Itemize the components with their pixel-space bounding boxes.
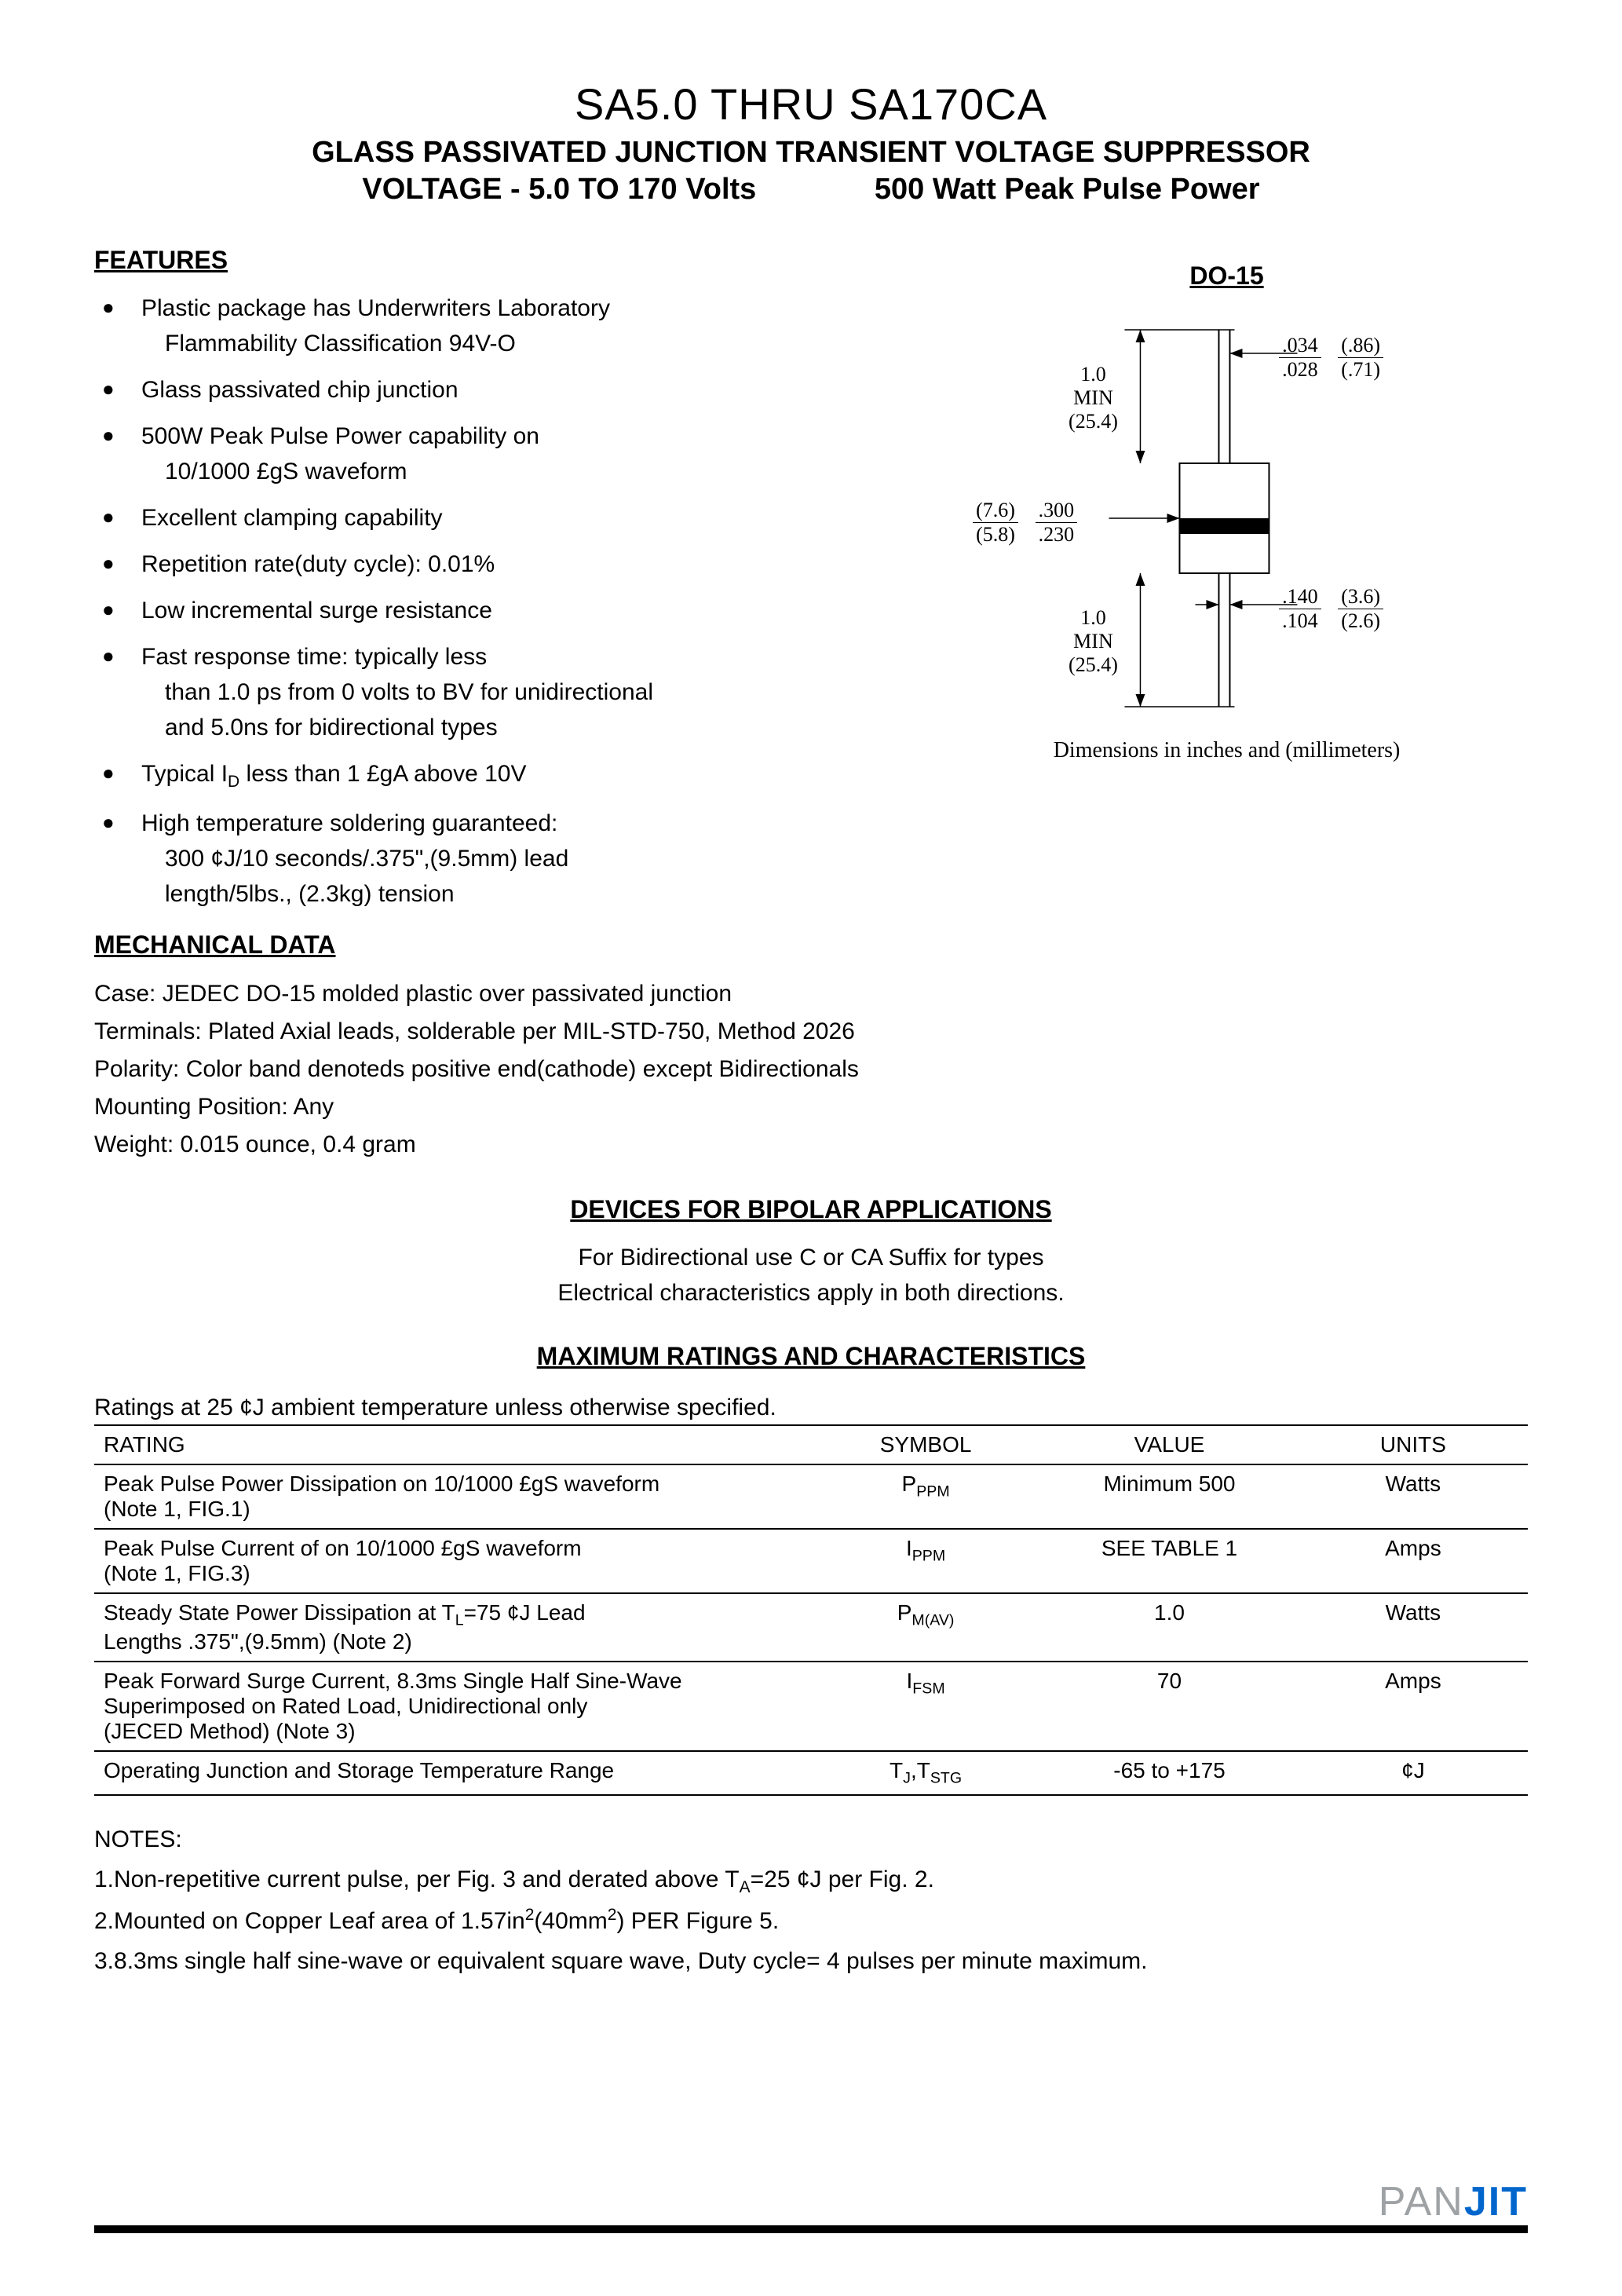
feature-item: Glass passivated chip junction	[94, 372, 902, 408]
dim-top-d1: .028	[1279, 358, 1321, 382]
notes-list: 1.Non-repetitive current pulse, per Fig.…	[94, 1859, 1528, 1982]
col-symbol: SYMBOL	[811, 1425, 1040, 1464]
cell-rating: Operating Junction and Storage Temperatu…	[94, 1751, 811, 1795]
logo-jit: JIT	[1464, 2179, 1528, 2225]
ratings-tbody: Peak Pulse Power Dissipation on 10/1000 …	[94, 1464, 1528, 1795]
note-item: 2.Mounted on Copper Leaf area of 1.57in2…	[94, 1901, 1528, 1941]
ratings-table: RATING SYMBOL VALUE UNITS Peak Pulse Pow…	[94, 1424, 1528, 1796]
cell-value: SEE TABLE 1	[1040, 1529, 1299, 1593]
cell-units: Watts	[1299, 1593, 1528, 1662]
col-rating: RATING	[94, 1425, 811, 1464]
voltage-range: VOLTAGE - 5.0 TO 170 Volts	[362, 173, 756, 207]
footer: PANJIT	[94, 2225, 1528, 2233]
main-title: SA5.0 THRU SA170CA	[94, 79, 1528, 130]
dim-lw-n1: .140	[1279, 585, 1321, 609]
dim-top-d2: (.71)	[1338, 358, 1383, 382]
table-row: Peak Pulse Power Dissipation on 10/1000 …	[94, 1464, 1528, 1529]
bipolar-line1: For Bidirectional use C or CA Suffix for…	[94, 1240, 1528, 1275]
feature-item: Low incremental surge resistance	[94, 593, 902, 628]
dim-bw-d1: (5.8)	[973, 523, 1018, 547]
cell-units: Watts	[1299, 1464, 1528, 1529]
svg-text:1.0: 1.0	[1080, 363, 1106, 386]
subtitle-1: GLASS PASSIVATED JUNCTION TRANSIENT VOLT…	[94, 136, 1528, 170]
table-row: Steady State Power Dissipation at TL=75 …	[94, 1593, 1528, 1662]
cell-units: Amps	[1299, 1662, 1528, 1751]
cell-rating: Steady State Power Dissipation at TL=75 …	[94, 1593, 811, 1662]
table-row: Peak Forward Surge Current, 8.3ms Single…	[94, 1662, 1528, 1751]
dim-bw-n1: (7.6)	[973, 499, 1018, 523]
table-row: Peak Pulse Current of on 10/1000 £gS wav…	[94, 1529, 1528, 1593]
cell-value: 70	[1040, 1662, 1299, 1751]
svg-text:(25.4): (25.4)	[1069, 410, 1118, 433]
bipolar-header: DEVICES FOR BIPOLAR APPLICATIONS	[570, 1195, 1051, 1224]
table-row: Operating Junction and Storage Temperatu…	[94, 1751, 1528, 1795]
mech-case: Case: JEDEC DO-15 molded plastic over pa…	[94, 975, 1528, 1013]
col-units: UNITS	[1299, 1425, 1528, 1464]
note-item: 1.Non-repetitive current pulse, per Fig.…	[94, 1859, 1528, 1902]
package-label: DO-15	[926, 261, 1528, 291]
cell-value: Minimum 500	[1040, 1464, 1299, 1529]
power-rating: 500 Watt Peak Pulse Power	[875, 173, 1260, 206]
cell-units: ¢J	[1299, 1751, 1528, 1795]
table-header-row: RATING SYMBOL VALUE UNITS	[94, 1425, 1528, 1464]
dim-bw-n2: .300	[1036, 499, 1078, 523]
features-list: Plastic package has Underwriters Laborat…	[94, 291, 902, 912]
col-value: VALUE	[1040, 1425, 1299, 1464]
svg-text:MIN: MIN	[1073, 630, 1113, 653]
cell-rating: Peak Forward Surge Current, 8.3ms Single…	[94, 1662, 811, 1751]
brand-logo: PANJIT	[1379, 2178, 1528, 2225]
bipolar-line2: Electrical characteristics apply in both…	[94, 1275, 1528, 1311]
dim-lw-d2: (2.6)	[1338, 609, 1383, 633]
cell-rating: Peak Pulse Power Dissipation on 10/1000 …	[94, 1464, 811, 1529]
feature-item: Excellent clamping capability	[94, 500, 902, 536]
feature-item: Repetition rate(duty cycle): 0.01%	[94, 547, 902, 582]
mech-weight: Weight: 0.015 ounce, 0.4 gram	[94, 1126, 1528, 1164]
feature-item: 500W Peak Pulse Power capability on10/10…	[94, 419, 902, 489]
dim-top-n2: (.86)	[1338, 334, 1383, 358]
cell-symbol: TJ,TSTG	[811, 1751, 1040, 1795]
notes-header: NOTES:	[94, 1819, 1528, 1859]
dim-lw-n2: (3.6)	[1338, 585, 1383, 609]
feature-item: Fast response time: typically lessthan 1…	[94, 639, 902, 745]
logo-pan: PAN	[1379, 2179, 1464, 2225]
ratings-condition: Ratings at 25 ¢J ambient temperature unl…	[94, 1395, 1528, 1421]
cell-units: Amps	[1299, 1529, 1528, 1593]
dimension-caption: Dimensions in inches and (millimeters)	[926, 738, 1528, 763]
dim-bw-d2: .230	[1036, 523, 1078, 547]
features-header: FEATURES	[94, 246, 902, 275]
cell-symbol: PPPM	[811, 1464, 1040, 1529]
cell-value: -65 to +175	[1040, 1751, 1299, 1795]
dim-top-n1: .034	[1279, 334, 1321, 358]
feature-item: High temperature soldering guaranteed:30…	[94, 806, 902, 912]
subtitle-2: VOLTAGE - 5.0 TO 170 Volts 500 Watt Peak…	[94, 173, 1528, 207]
title-block: SA5.0 THRU SA170CA GLASS PASSIVATED JUNC…	[94, 79, 1528, 207]
dim-lw-d1: .104	[1279, 609, 1321, 633]
cell-rating: Peak Pulse Current of on 10/1000 £gS wav…	[94, 1529, 811, 1593]
svg-text:(25.4): (25.4)	[1069, 653, 1118, 676]
cell-symbol: IFSM	[811, 1662, 1040, 1751]
svg-text:MIN: MIN	[1073, 386, 1113, 409]
footer-rule	[94, 2225, 1528, 2233]
cell-symbol: PM(AV)	[811, 1593, 1040, 1662]
mech-terminals: Terminals: Plated Axial leads, solderabl…	[94, 1013, 1528, 1051]
feature-item: Typical ID less than 1 £gA above 10V	[94, 756, 902, 795]
mech-mounting: Mounting Position: Any	[94, 1088, 1528, 1126]
mech-polarity: Polarity: Color band denoteds positive e…	[94, 1051, 1528, 1088]
feature-item: Plastic package has Underwriters Laborat…	[94, 291, 902, 361]
package-diagram: 1.0 MIN (25.4) 1.0 MIN (25.4)	[926, 314, 1528, 722]
mechanical-header: MECHANICAL DATA	[94, 930, 1528, 960]
cell-symbol: IPPM	[811, 1529, 1040, 1593]
cell-value: 1.0	[1040, 1593, 1299, 1662]
note-item: 3.8.3ms single half sine-wave or equival…	[94, 1941, 1528, 1981]
ratings-header: MAXIMUM RATINGS AND CHARACTERISTICS	[537, 1342, 1086, 1371]
svg-text:1.0: 1.0	[1080, 606, 1106, 629]
